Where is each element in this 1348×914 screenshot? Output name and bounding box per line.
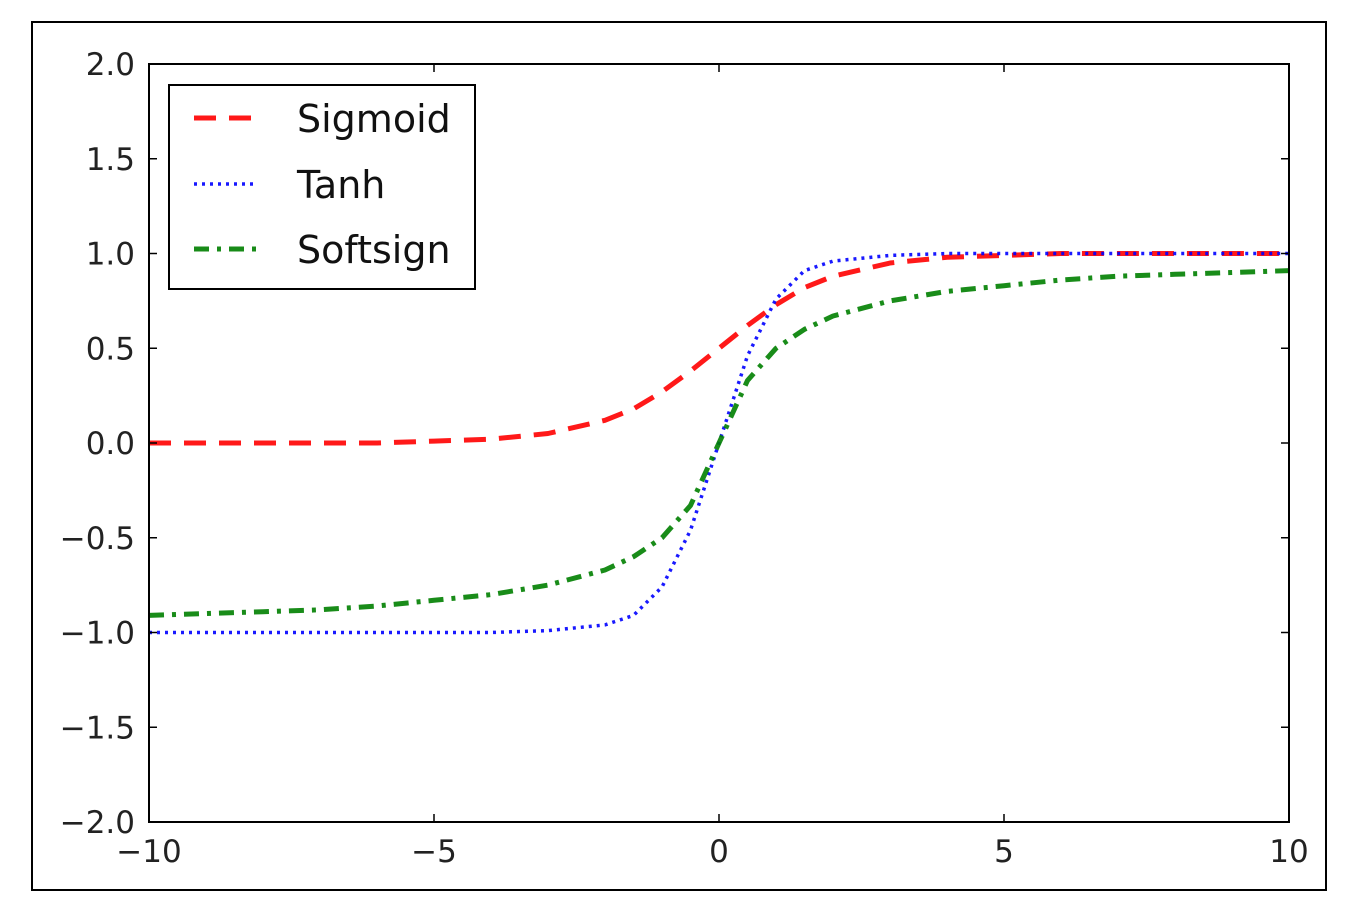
- legend-box: [168, 84, 476, 290]
- y-tick-label: −2.0: [60, 805, 135, 841]
- series-line-softsign: [149, 268, 1289, 618]
- y-tick-label: 0.5: [86, 331, 135, 367]
- series-line-sigmoid: [149, 251, 1289, 446]
- y-tick-label: 0.0: [86, 426, 135, 462]
- y-tick-label: −1.0: [60, 616, 135, 652]
- y-tick-labels: 2.0 1.5 1.0 0.5 0.0 −0.5 −1.0 −1.5 −2.0: [60, 47, 135, 841]
- series-layer: [149, 251, 1289, 635]
- x-tick-label: 0: [709, 834, 729, 870]
- x-tick-label: 10: [1269, 834, 1308, 870]
- y-tick-label: 1.5: [86, 142, 135, 178]
- plot-frame: [148, 63, 1290, 823]
- legend-label-sigmoid: Sigmoid: [297, 97, 451, 141]
- legend-label-tanh: Tanh: [296, 163, 385, 207]
- y-tick-label: 1.0: [86, 237, 135, 273]
- y-tick-label: −1.5: [60, 710, 135, 746]
- x-tick-label: −10: [116, 834, 181, 870]
- legend-label-softsign: Softsign: [297, 228, 451, 272]
- y-tick-label: −0.5: [60, 521, 135, 557]
- x-tick-labels: −10 −5 0 5 10: [116, 834, 1308, 870]
- y-tick-label: 2.0: [86, 47, 135, 83]
- legend: Sigmoid Tanh Softsign: [168, 84, 476, 290]
- x-tick-label: −5: [411, 834, 457, 870]
- x-tick-label: 5: [994, 834, 1014, 870]
